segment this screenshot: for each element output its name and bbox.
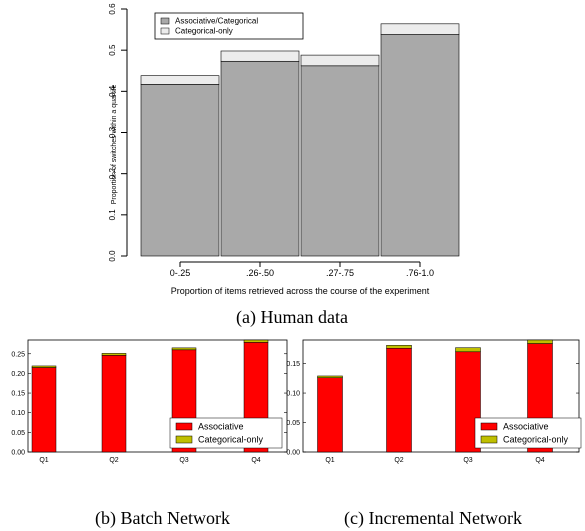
bar-incremental-Q1-series0 <box>317 377 343 453</box>
y-tick-label: 0.20 <box>11 371 25 378</box>
y-tick-label: 0.4 <box>108 85 117 97</box>
bar-batch-Q2-series1 <box>101 353 127 356</box>
x-tick-label: .26-.50 <box>246 268 274 278</box>
legend-swatch <box>175 435 193 444</box>
figure-caption: (b) Batch Network <box>95 508 230 529</box>
bar-human-025-series1 <box>140 75 220 85</box>
bar-human-7610-series0 <box>380 34 460 257</box>
figure-caption: (a) Human data <box>236 307 348 328</box>
y-tick-label: 0.15 <box>11 391 25 398</box>
x-tick-label: Q2 <box>394 457 403 464</box>
legend-swatch <box>480 435 498 444</box>
legend-box <box>154 12 304 40</box>
y-tick-label: 0.15 <box>286 361 300 368</box>
legend-swatch <box>160 27 170 35</box>
legend: Associative Categorical-only <box>474 417 582 449</box>
bar-incremental-Q3-series1 <box>455 347 481 353</box>
y-tick-label: 0.2 <box>108 168 117 180</box>
chart-human: 0.0 0.1 0.2 0.3 0.4 0.5 0.6 Proportion of switc… <box>108 3 460 328</box>
legend-label: Associative <box>503 422 549 432</box>
bar-human-7610-series1 <box>380 23 460 35</box>
x-tick-label: .27-.75 <box>326 268 354 278</box>
chart-incremental: 0.00 0.05 0.10 0.15 Q1 Q2 Q3 Q4 Associative Categ… <box>286 339 582 529</box>
bar-batch-Q2-series0 <box>101 355 127 453</box>
y-tick-label: 0.1 <box>108 209 117 221</box>
x-tick-label: Q1 <box>325 457 334 464</box>
plot-frame <box>27 339 288 453</box>
legend-label: Associative <box>198 422 244 432</box>
bar-incremental-Q1-series1 <box>317 375 343 378</box>
y-axis-label: Proportion of switches within a quartile <box>111 85 118 205</box>
y-tick-label: 0.25 <box>11 351 25 358</box>
y-tick-label: 0.10 <box>11 410 25 417</box>
legend-label: Associative/Categorical <box>175 17 258 26</box>
x-tick-label: Q1 <box>39 457 48 464</box>
legend-label: Categorical-only <box>503 435 569 445</box>
bar-incremental-Q2-series0 <box>386 348 412 453</box>
y-tick-label: 0.10 <box>286 391 300 398</box>
plot-frame <box>302 339 580 453</box>
y-tick-label: 0.00 <box>11 450 25 457</box>
bar-human-025-series0 <box>140 84 220 257</box>
chart-batch: 0.00 0.05 0.10 0.15 0.20 0.25 Q1 Q2 Q3 Q4 Associat… <box>11 339 288 529</box>
y-tick-label: 0.0 <box>108 250 117 262</box>
y-tick-label: 0.05 <box>11 430 25 437</box>
legend-swatch <box>480 422 498 431</box>
bar-human-2650-series0 <box>220 60 300 257</box>
y-tick-label: 0.3 <box>108 126 117 138</box>
x-tick-label: .76-1.0 <box>406 268 434 278</box>
legend-swatch <box>160 17 170 25</box>
bar-batch-Q3-series1 <box>171 347 197 351</box>
y-tick-label: 0.6 <box>108 3 117 15</box>
bar-incremental-Q2-series1 <box>386 345 412 349</box>
x-tick-label: 0-.25 <box>170 268 191 278</box>
bar-human-2650-series1 <box>220 50 300 62</box>
legend: Associative Categorical-only <box>169 417 283 449</box>
bar-batch-Q4-series1 <box>243 339 269 343</box>
legend-label: Categorical-only <box>175 27 233 36</box>
x-tick-label: Q2 <box>109 457 118 464</box>
bar-human-2775-series1 <box>300 54 380 67</box>
x-tick-label: Q3 <box>463 457 472 464</box>
legend-swatch <box>175 422 193 431</box>
bar-batch-Q1-series1 <box>31 365 57 368</box>
x-axis-label: Proportion of items retrieved across the… <box>171 286 430 296</box>
figure-caption: (c) Incremental Network <box>344 508 522 529</box>
x-tick-label: Q4 <box>251 457 260 464</box>
x-tick-label: Q3 <box>179 457 188 464</box>
y-tick-label: 0.05 <box>286 420 300 427</box>
bar-batch-Q1-series0 <box>31 367 57 453</box>
y-tick-label: 0.5 <box>108 44 117 56</box>
y-tick-label: 0.00 <box>286 450 300 457</box>
x-tick-label: Q4 <box>535 457 544 464</box>
bar-human-2775-series0 <box>300 65 380 257</box>
bar-incremental-Q4-series1 <box>527 339 553 344</box>
legend-label: Categorical-only <box>198 435 264 445</box>
